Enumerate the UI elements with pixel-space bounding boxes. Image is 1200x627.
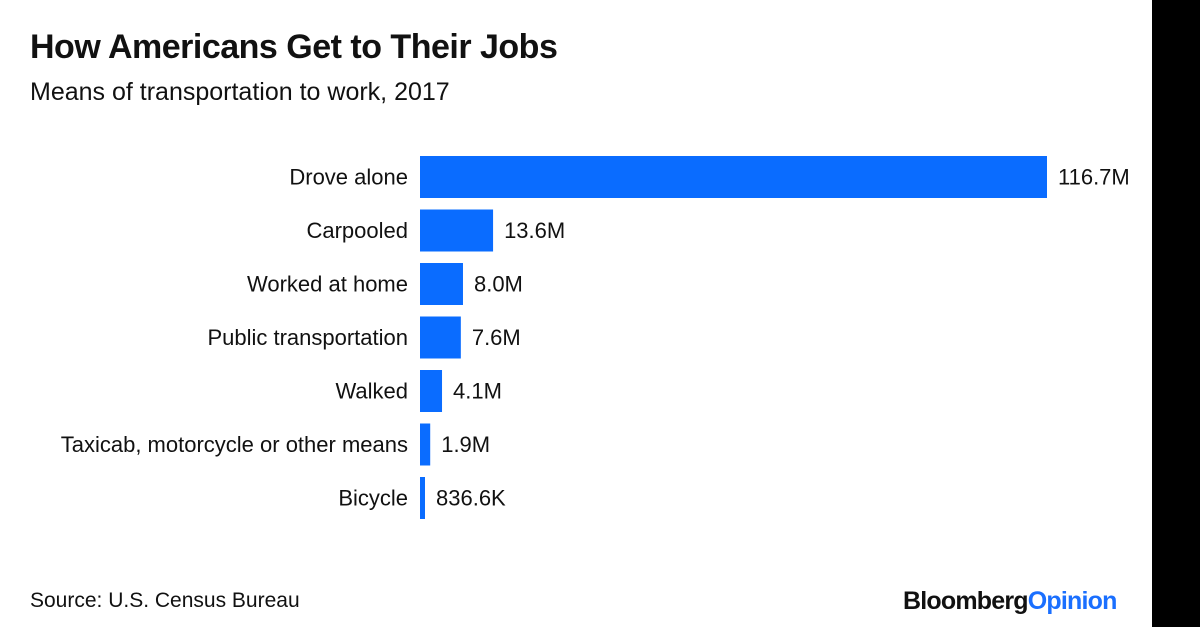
category-label: Drove alone	[289, 165, 408, 190]
category-label: Walked	[335, 379, 408, 404]
bar	[420, 477, 425, 519]
value-label: 13.6M	[504, 218, 565, 243]
value-label: 4.1M	[453, 379, 502, 404]
source-note: Source: U.S. Census Bureau	[30, 589, 300, 612]
category-label: Taxicab, motorcycle or other means	[61, 432, 408, 457]
value-label: 7.6M	[472, 325, 521, 350]
right-edge-band	[1152, 0, 1200, 627]
category-label: Bicycle	[338, 486, 408, 511]
value-label: 8.0M	[474, 272, 523, 297]
bar	[420, 209, 494, 252]
category-label: Worked at home	[247, 272, 408, 297]
chart-title: How Americans Get to Their Jobs	[30, 28, 558, 66]
chart-subtitle: Means of transportation to work, 2017	[30, 78, 450, 106]
value-label: 116.7M	[1058, 165, 1130, 190]
value-label: 836.6K	[436, 486, 506, 511]
category-label: Public transportation	[207, 325, 408, 350]
bar	[420, 156, 1047, 198]
logo-brand: Bloomberg	[903, 587, 1029, 615]
category-label: Carpooled	[306, 218, 408, 243]
bar	[420, 316, 461, 359]
bar	[420, 263, 463, 305]
value-label: 1.9M	[441, 432, 490, 457]
logo-product: Opinion	[1027, 587, 1118, 615]
bar	[420, 423, 431, 466]
bar	[420, 370, 443, 412]
bloomberg-opinion-logo: BloombergOpinion	[903, 587, 1117, 616]
bar-chart: Drove alone 116.7M Carpooled 13.6M Worked at…	[61, 156, 1130, 519]
